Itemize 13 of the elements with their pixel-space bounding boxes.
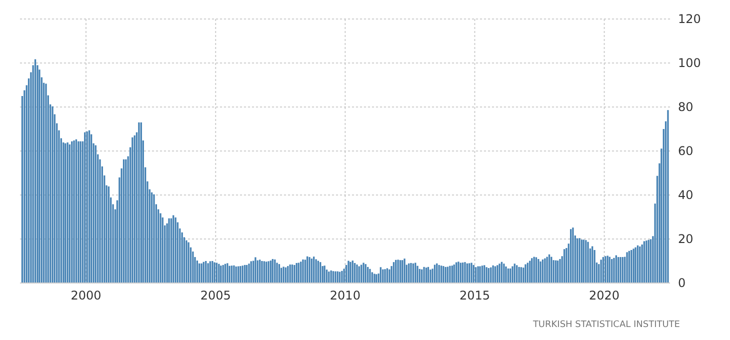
x-tick-label: 2020 bbox=[589, 288, 620, 303]
y-tick-label: 60 bbox=[678, 144, 694, 158]
x-tick-label: 2005 bbox=[200, 288, 231, 303]
y-tick-label: 120 bbox=[678, 12, 701, 26]
x-tick-label: 2000 bbox=[70, 288, 102, 303]
x-tick-label: 2010 bbox=[330, 288, 360, 303]
y-tick-label: 20 bbox=[678, 232, 694, 246]
y-tick-label: 80 bbox=[678, 100, 694, 114]
x-tick-label: 2015 bbox=[459, 288, 490, 303]
y-tick-label: 0 bbox=[678, 276, 686, 290]
y-tick-label: 40 bbox=[678, 188, 694, 202]
y-tick-label: 100 bbox=[678, 56, 701, 70]
text: TURKISH STATISTICAL INSTITUTE bbox=[532, 320, 680, 330]
